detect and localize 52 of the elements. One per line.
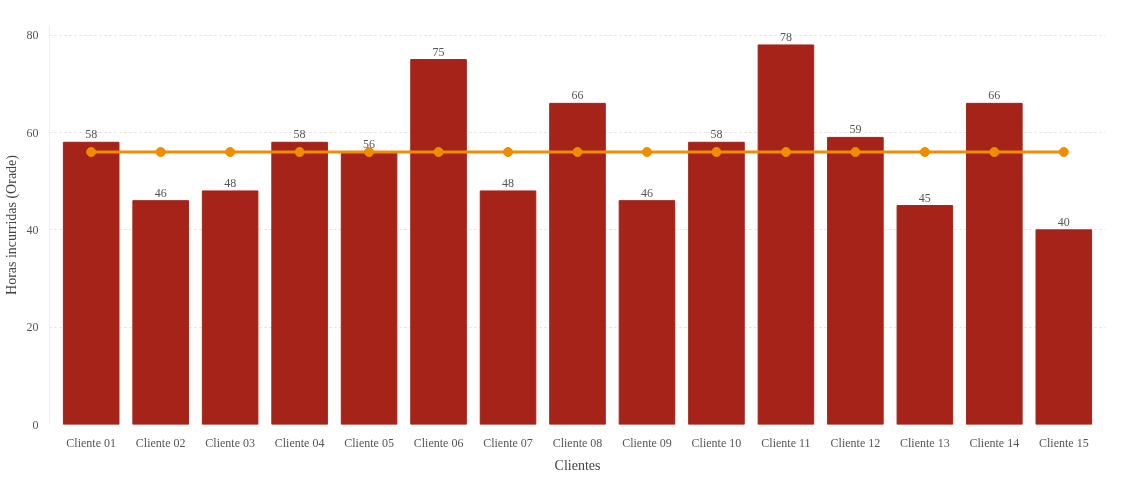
x-tick-label: Cliente 14	[969, 435, 1020, 450]
data-label: 58	[85, 127, 98, 142]
y-tick-label: 40	[26, 222, 39, 237]
y-tick-label: 20	[26, 320, 39, 335]
bar	[62, 141, 120, 425]
bar	[201, 190, 259, 425]
x-tick-label: Cliente 13	[900, 435, 950, 450]
data-label: 56	[363, 137, 376, 152]
data-label: 48	[502, 175, 515, 190]
bar	[340, 151, 398, 425]
data-label: 46	[154, 185, 167, 200]
x-tick-label: Cliente 08	[552, 435, 603, 450]
data-label: 75	[432, 44, 445, 59]
data-label: 66	[571, 88, 584, 103]
data-label: 45	[918, 190, 931, 205]
x-tick-label: Cliente 04	[274, 435, 325, 450]
x-tick-label: Cliente 09	[622, 435, 672, 450]
x-tick-label: Cliente 10	[691, 435, 742, 450]
bar	[757, 44, 815, 425]
bar	[410, 59, 467, 425]
x-tick-label: Cliente 03	[205, 435, 255, 450]
data-label: 58	[710, 127, 723, 142]
x-tick-label: Cliente 05	[344, 435, 394, 450]
x-axis-title: Clientes	[554, 457, 601, 473]
x-tick-label: Cliente 12	[830, 435, 881, 450]
data-label: 46	[640, 185, 653, 200]
bar	[549, 102, 606, 425]
bar	[132, 200, 189, 425]
bar	[618, 200, 676, 425]
data-label: 59	[849, 122, 862, 137]
x-tick-label: Cliente 11	[761, 435, 811, 450]
bar	[966, 102, 1023, 425]
x-tick-label: Cliente 01	[66, 435, 117, 450]
bar	[479, 190, 537, 425]
bar	[688, 141, 745, 425]
y-tick-label: 60	[26, 125, 39, 140]
bar	[827, 136, 884, 425]
y-axis-title: Horas incurridas (Orade)	[3, 154, 20, 295]
x-tick-label: Cliente 06	[413, 435, 464, 450]
bar	[1035, 229, 1093, 425]
bar	[271, 141, 328, 425]
data-label: 48	[224, 175, 237, 190]
y-tick-label: 0	[32, 417, 39, 432]
bar	[896, 205, 954, 425]
data-label: 40	[1057, 214, 1070, 229]
x-tick-label: Cliente 15	[1038, 435, 1089, 450]
data-label: 78	[779, 29, 792, 44]
data-label: 58	[293, 127, 306, 142]
x-tick-label: Cliente 02	[135, 435, 186, 450]
y-tick-label: 80	[26, 28, 39, 43]
data-label: 66	[988, 88, 1001, 103]
x-tick-label: Cliente 07	[483, 435, 533, 450]
